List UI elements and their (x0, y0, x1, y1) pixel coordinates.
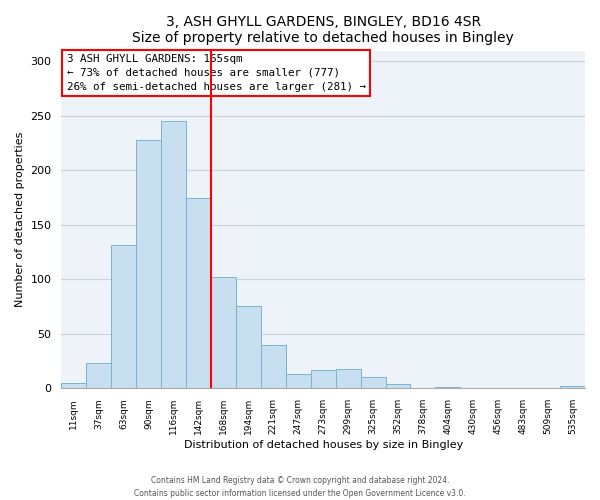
Bar (111, 244, 136, 388)
Bar (286, 374, 311, 388)
Bar (335, 368, 361, 388)
Bar (211, 277, 236, 388)
Bar (186, 198, 211, 388)
Bar (86, 364, 111, 388)
Bar (61, 383, 86, 388)
Bar (236, 306, 261, 388)
Y-axis label: Number of detached properties: Number of detached properties (15, 132, 25, 307)
Bar (386, 384, 410, 388)
Title: 3, ASH GHYLL GARDENS, BINGLEY, BD16 4SR
Size of property relative to detached ho: 3, ASH GHYLL GARDENS, BINGLEY, BD16 4SR … (133, 15, 514, 45)
Text: 3 ASH GHYLL GARDENS: 165sqm
← 73% of detached houses are smaller (777)
26% of se: 3 ASH GHYLL GARDENS: 165sqm ← 73% of det… (67, 54, 365, 92)
X-axis label: Distribution of detached houses by size in Bingley: Distribution of detached houses by size … (184, 440, 463, 450)
Bar (261, 345, 286, 389)
Bar (361, 378, 386, 388)
Bar (311, 370, 335, 388)
Bar (560, 386, 585, 388)
Bar (136, 140, 161, 388)
Bar (161, 122, 186, 388)
Text: Contains HM Land Registry data © Crown copyright and database right 2024.
Contai: Contains HM Land Registry data © Crown c… (134, 476, 466, 498)
